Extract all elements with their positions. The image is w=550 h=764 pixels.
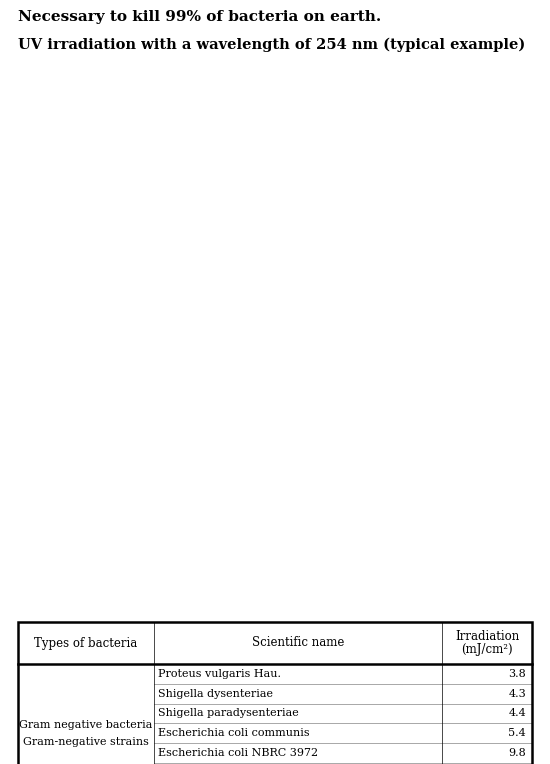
Text: Escherichia coli NBRC 3972: Escherichia coli NBRC 3972	[157, 748, 318, 758]
Text: 4.3: 4.3	[508, 688, 526, 699]
Text: (mJ/cm²): (mJ/cm²)	[461, 643, 513, 656]
Text: UV irradiation with a wavelength of 254 nm (typical example): UV irradiation with a wavelength of 254 …	[18, 38, 525, 53]
Text: Proteus vulgaris Hau.: Proteus vulgaris Hau.	[157, 669, 280, 679]
Text: Shigella paradysenteriae: Shigella paradysenteriae	[157, 708, 298, 718]
Text: Gram negative bacteria: Gram negative bacteria	[19, 720, 152, 730]
Text: Shigella dysenteriae: Shigella dysenteriae	[157, 688, 272, 699]
Text: Types of bacteria: Types of bacteria	[34, 636, 138, 649]
Text: 4.4: 4.4	[508, 708, 526, 718]
Text: Scientific name: Scientific name	[251, 636, 344, 649]
Text: Escherichia coli communis: Escherichia coli communis	[157, 728, 309, 738]
Text: 3.8: 3.8	[508, 669, 526, 679]
Text: Gram-negative strains: Gram-negative strains	[23, 737, 148, 747]
Text: Necessary to kill 99% of bacteria on earth.: Necessary to kill 99% of bacteria on ear…	[18, 10, 381, 24]
Text: 5.4: 5.4	[508, 728, 526, 738]
Text: Irradiation: Irradiation	[455, 630, 519, 643]
Text: 9.8: 9.8	[508, 748, 526, 758]
